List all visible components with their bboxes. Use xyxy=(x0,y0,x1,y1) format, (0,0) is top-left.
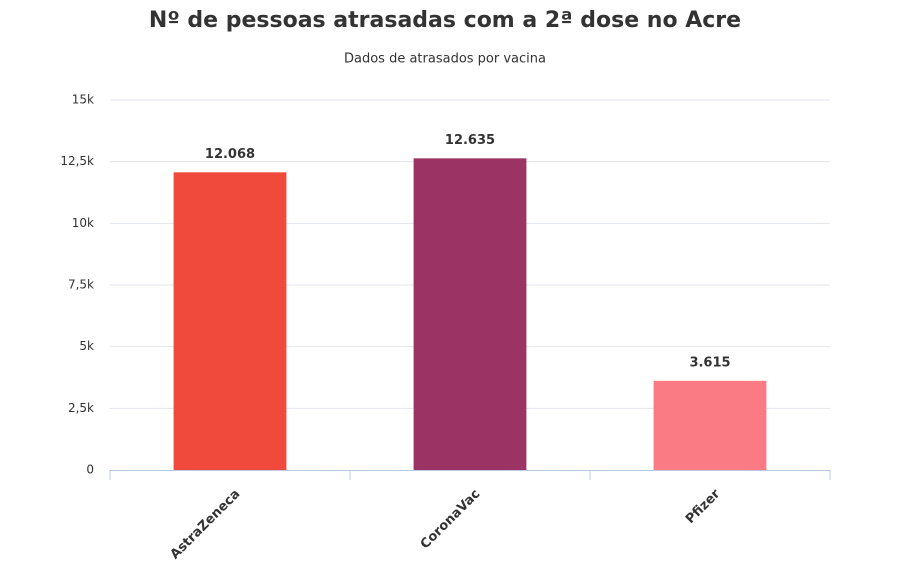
y-tick-label: 7,5k xyxy=(68,278,94,292)
bar xyxy=(173,172,287,470)
x-tick-label: Pfizer xyxy=(683,486,724,527)
y-tick-label: 0 xyxy=(86,463,94,477)
bar xyxy=(413,158,527,470)
y-tick-label: 10k xyxy=(72,216,94,230)
chart-title: Nº de pessoas atrasadas com a 2ª dose no… xyxy=(149,8,741,33)
x-tick-label: CoronaVac xyxy=(418,487,484,553)
chart-subtitle: Dados de atrasados por vacina xyxy=(344,52,546,67)
y-tick-label: 5k xyxy=(79,339,94,353)
data-label: 12.635 xyxy=(445,133,495,148)
y-tick-label: 15k xyxy=(72,93,94,107)
x-tick-label: AstraZeneca xyxy=(168,487,244,563)
y-tick-label: 12,5k xyxy=(60,154,94,168)
data-label: 3.615 xyxy=(689,355,730,370)
bar xyxy=(653,380,767,470)
data-label: 12.068 xyxy=(205,147,255,162)
y-tick-label: 2,5k xyxy=(68,401,94,415)
